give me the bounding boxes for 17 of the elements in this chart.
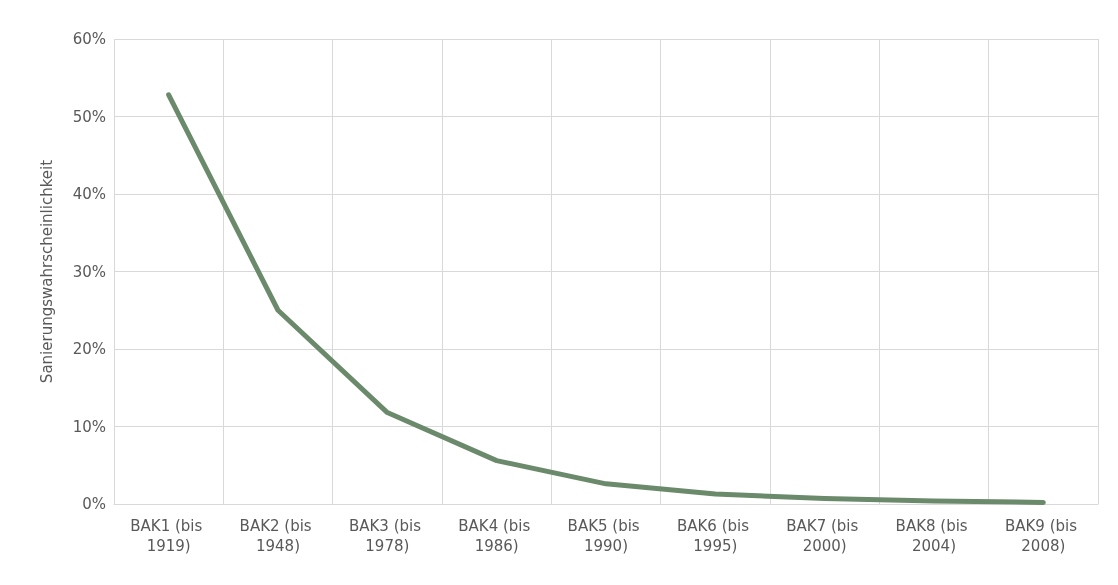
x-tick-label: BAK3 (bis 1978) xyxy=(348,517,426,555)
x-tick-label: BAK2 (bis 1948) xyxy=(239,517,317,555)
x-tick-label: BAK8 (bis 2004) xyxy=(895,517,973,555)
y-axis-title: Sanierungswahrscheinlichkeit xyxy=(37,159,56,384)
y-tick-label: 0% xyxy=(82,495,106,513)
x-tick-label: BAK5 (bis 1990) xyxy=(567,517,645,555)
y-tick-label: 30% xyxy=(72,262,106,281)
y-tick-label: 50% xyxy=(72,107,106,126)
x-tick-label: BAK7 (bis 2000) xyxy=(786,517,864,555)
x-tick-label: BAK9 (bis 2008) xyxy=(1004,517,1082,555)
x-tick-label: BAK6 (bis 1995) xyxy=(676,517,754,555)
y-tick-label: 60% xyxy=(72,30,106,48)
y-tick-label: 10% xyxy=(72,417,106,436)
y-tick-label: 20% xyxy=(72,340,106,358)
y-tick-label: 40% xyxy=(72,185,106,203)
x-tick-label: BAK1 (bis 1919) xyxy=(130,517,208,555)
x-tick-label: BAK4 (bis 1986) xyxy=(458,517,536,555)
